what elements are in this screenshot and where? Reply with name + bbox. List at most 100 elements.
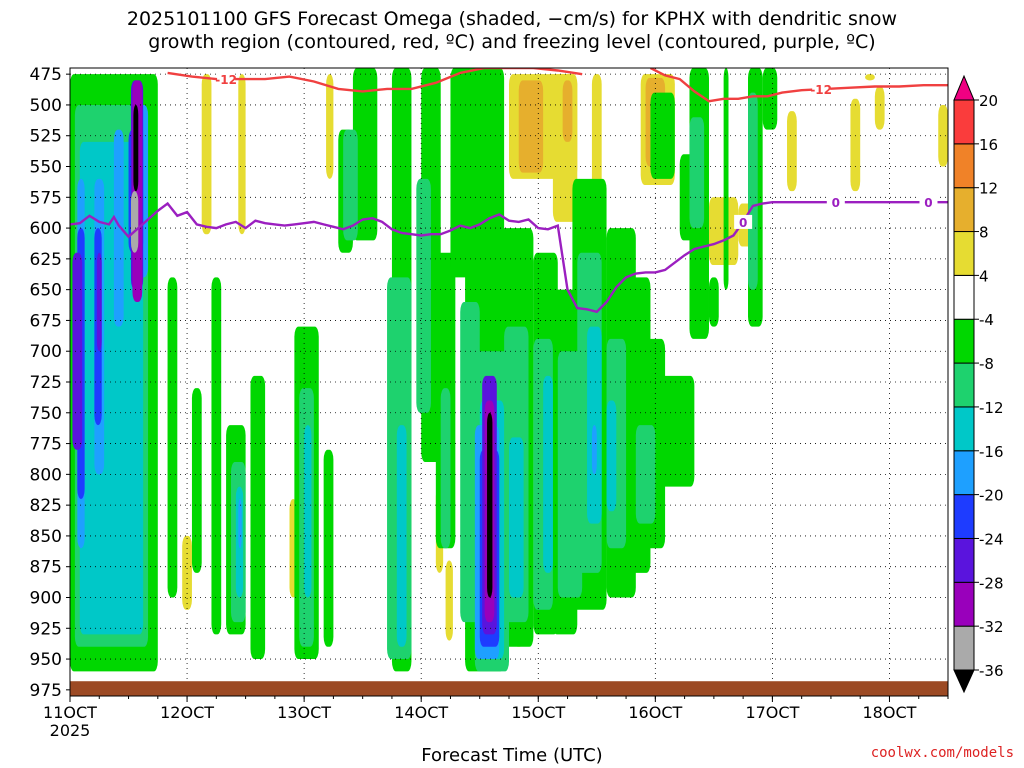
x-tick-label: 17OCT [745,703,799,722]
colorbar-label: -8 [979,355,994,373]
colorbar-box [953,274,975,320]
y-tick-label: 575 [30,188,62,208]
colorbar-label: 12 [979,180,998,198]
shade-cell [72,252,83,450]
colorbar-box [953,99,975,145]
y-tick-label: 750 [30,404,62,424]
colorbar-box [953,625,975,671]
y-tick-label: 775 [30,435,62,455]
contour-label-bg [812,82,831,97]
y-tick-label: 825 [30,496,62,516]
shade-cell [326,74,334,179]
y-tick-label: 625 [30,250,62,270]
omega-shading [70,68,948,672]
y-tick-label: 900 [30,588,62,608]
contour--12 [649,68,948,103]
x-tick-label: 12OCT [160,703,214,722]
colorbar-label: -28 [979,574,1004,592]
contour-label: -12 [215,73,237,87]
shade-cell [650,92,675,179]
shade-cell [133,104,139,192]
x-tick-label: 14OCT [394,703,448,722]
colorbar-label: 4 [979,267,989,285]
y-tick-label: 700 [30,342,62,362]
shade-cell [440,388,451,549]
shade-cell [182,535,192,610]
shade-cell [606,400,617,512]
y-tick-label: 475 [30,65,62,85]
y-tick-label: 725 [30,373,62,393]
contour-label-bg [826,195,845,210]
shade-cell [865,74,875,81]
x-axis: 11OCT 12OCT 13OCT 14OCT 15OCT 16OCT 17OCT 18OCT… [43,696,949,740]
shade-cell [304,425,312,598]
colorbar-label: -24 [979,530,1004,548]
shade-cell [191,388,202,573]
shade-cell [201,74,212,235]
shade-cell [543,375,553,573]
shade-cell [708,277,719,327]
shade-cell [167,277,178,598]
colorbar-box [953,537,975,583]
shade-cell [416,178,431,413]
x-year-label: 2025 [50,721,91,740]
y-tick-label: 950 [30,650,62,670]
contour-label-bg [217,72,236,87]
y-tick-label: 925 [30,619,62,639]
shade-cell [660,375,695,487]
x-tick-label: 13OCT [277,703,331,722]
y-tick-label: 875 [30,558,62,578]
colorbar-max-arrow [953,74,975,101]
y-tick-label: 600 [30,219,62,239]
shade-cell [352,68,378,241]
y-tick-label: 525 [30,127,62,147]
shade-cell [343,129,358,241]
contour--12 [167,68,583,93]
shade-cell [211,277,222,635]
shade-cell [238,498,242,549]
x-tick-label: 15OCT [511,703,565,722]
shade-cell [323,449,334,647]
contour-label: 0 [832,196,840,210]
credit-text: coolwx.com/models [870,745,1014,761]
shade-cell [562,80,573,142]
shade-cell [787,111,797,192]
shade-cell [518,80,544,173]
colorbar-label: -12 [979,399,1004,417]
shade-cell [762,68,778,130]
contour-lines: 0 0 0 -12 -12 [70,68,948,696]
contour-label: 0 [739,216,747,230]
shade-cell [591,425,597,475]
chart-title: 2025101100 GFS Forecast Omega (shaded, −… [126,8,898,53]
colorbar: -36 -32 -28 -24 -20 -16 -12 -8 -4 4 8 12 16 20 [953,74,1004,694]
colorbar-box [953,187,975,233]
colorbar-box [953,143,975,189]
shade-cell [850,98,861,192]
colorbar-label: 16 [979,136,998,154]
x-axis-label: Forecast Time (UTC) [421,745,603,766]
shade-cell [587,326,602,524]
terrain-strip [70,681,948,696]
x-tick-label: 11OCT [43,703,97,722]
colorbar-label: -32 [979,618,1004,636]
colorbar-box [953,318,975,364]
shade-cell [748,92,758,290]
shade-cell [557,351,583,598]
colorbar-min-arrow [953,669,975,694]
shade-cell [130,191,139,253]
contour-label-bg [734,214,753,229]
y-tick-label: 675 [30,311,62,331]
contour-label: -12 [810,83,832,97]
colorbar-label: -20 [979,487,1004,505]
colorbar-box [953,581,975,627]
x-tick-label: 18OCT [863,703,917,722]
y-tick-label: 550 [30,158,62,178]
colorbar-label: -4 [979,311,994,329]
y-tick-label: 850 [30,527,62,547]
colorbar-box [953,362,975,408]
colorbar-label: 20 [979,92,998,110]
shade-cell [938,104,948,167]
shade-cell [487,412,493,598]
shade-cell [445,560,453,641]
shade-cell [874,86,885,130]
